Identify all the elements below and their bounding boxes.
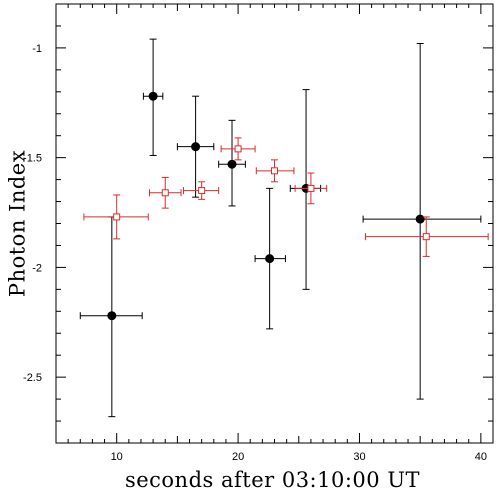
data-point xyxy=(234,145,242,153)
data-point xyxy=(227,159,237,169)
x-tick-label: 30 xyxy=(353,451,365,463)
x-axis-title: seconds after 03:10:00 UT xyxy=(125,468,420,488)
series-2 xyxy=(83,137,489,257)
y-tick-label: -1 xyxy=(32,43,42,55)
tick-labels: 10 20 30 40 -1 -1.5 -2 -2.5 xyxy=(23,43,487,463)
y-axis-title: Photon Index xyxy=(5,150,29,297)
data-marks xyxy=(79,38,489,418)
data-point xyxy=(198,187,206,195)
data-point xyxy=(271,167,278,175)
data-point xyxy=(415,214,425,224)
data-point xyxy=(422,233,430,241)
data-point xyxy=(107,311,117,321)
data-point xyxy=(113,213,121,221)
x-tick-label: 40 xyxy=(475,451,487,463)
axis-ticks xyxy=(56,4,493,443)
plot-frame xyxy=(55,3,494,444)
x-tick-label: 10 xyxy=(111,451,123,463)
data-point xyxy=(148,91,158,101)
y-tick-label: -1.5 xyxy=(23,153,42,165)
series-1 xyxy=(79,38,482,418)
x-tick-label: 20 xyxy=(232,451,244,463)
data-point xyxy=(265,254,275,264)
data-point xyxy=(161,189,169,197)
y-tick-label: -2 xyxy=(32,262,42,274)
y-tick-label: -2.5 xyxy=(23,372,42,384)
data-point xyxy=(191,142,201,152)
data-point xyxy=(307,184,315,192)
